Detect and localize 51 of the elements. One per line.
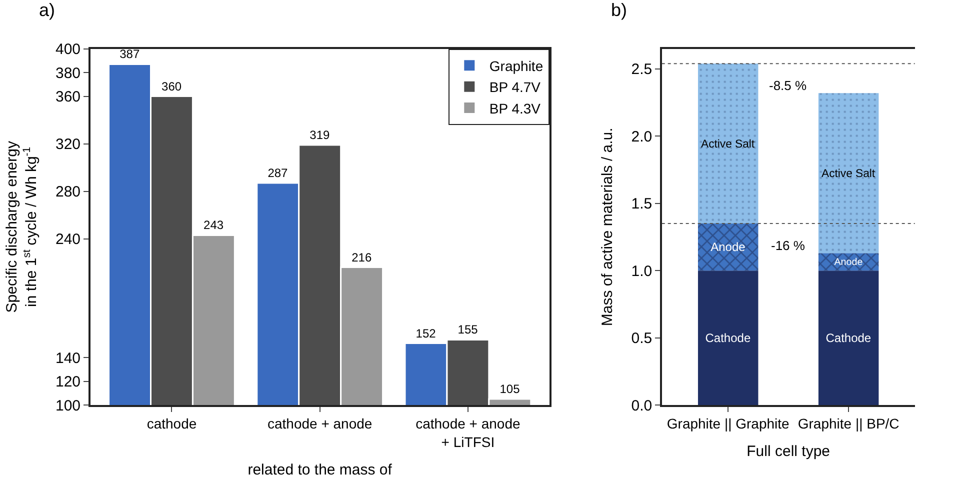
y-tick-label: 320 bbox=[55, 136, 81, 154]
series-label: Anode bbox=[834, 257, 864, 268]
text: Active Salt bbox=[822, 168, 876, 180]
legend-label: Graphite bbox=[489, 58, 544, 74]
chart-title: b) bbox=[611, 0, 628, 20]
x-tick-label: Graphite || Graphite bbox=[666, 416, 790, 432]
text: Anode bbox=[710, 240, 746, 254]
y-tick-label: 120 bbox=[55, 374, 81, 390]
x-tick-label: Graphite || BP/C bbox=[798, 416, 900, 432]
y-tick-label: 240 bbox=[55, 231, 81, 248]
y-tick-label: 140 bbox=[55, 350, 81, 367]
y-tick-label: 1.0 bbox=[631, 262, 652, 280]
y-tick-label: 0.5 bbox=[631, 330, 652, 348]
data-label: 155 bbox=[458, 322, 478, 337]
series-label: Active Salt bbox=[701, 138, 756, 150]
annotation: -8.5 % bbox=[769, 78, 808, 93]
x-tick-label: cathode bbox=[146, 416, 197, 432]
legend-label: BP 4.3V bbox=[489, 100, 542, 116]
data-label: 216 bbox=[352, 250, 372, 264]
y-tick-label: 380 bbox=[55, 64, 81, 82]
x-tick-label: cathode + anode bbox=[267, 416, 372, 432]
y-tick-label: 2.0 bbox=[631, 128, 652, 146]
data-label: 105 bbox=[500, 382, 520, 396]
y-tick-label: 1.5 bbox=[631, 196, 652, 213]
y-tick-label: 280 bbox=[55, 184, 81, 201]
legend-label: BP 4.7V bbox=[489, 79, 542, 96]
x-axis-title: Full cell type bbox=[746, 443, 830, 460]
data-label: 387 bbox=[120, 47, 140, 62]
bar bbox=[818, 253, 879, 271]
data-label: 243 bbox=[204, 218, 224, 232]
y-axis-title: Mass of active materials / a.u. bbox=[598, 128, 616, 326]
bar bbox=[698, 64, 758, 224]
bar bbox=[698, 224, 758, 271]
annotation: -16 % bbox=[771, 238, 806, 253]
y-tick-label: 100 bbox=[55, 397, 81, 414]
text: Cathode bbox=[826, 330, 872, 345]
y-tick-label: 0.0 bbox=[631, 397, 652, 414]
x-axis-title: related to the mass of bbox=[248, 461, 393, 478]
bar bbox=[818, 93, 879, 254]
y-tick-label: 2.5 bbox=[631, 61, 652, 78]
bar bbox=[818, 270, 879, 405]
bar bbox=[698, 270, 758, 405]
x-tick-label: cathode + anode + LiTFSI bbox=[416, 416, 521, 450]
y-tick-label: 400 bbox=[55, 41, 81, 58]
data-label: 152 bbox=[416, 326, 436, 340]
series-label: Cathode bbox=[705, 330, 751, 345]
data-label: 287 bbox=[268, 166, 288, 180]
data-label: 319 bbox=[310, 128, 330, 142]
data-label: 360 bbox=[162, 79, 182, 94]
chart-title: a) bbox=[39, 0, 56, 20]
y-tick-label: 360 bbox=[55, 88, 81, 106]
